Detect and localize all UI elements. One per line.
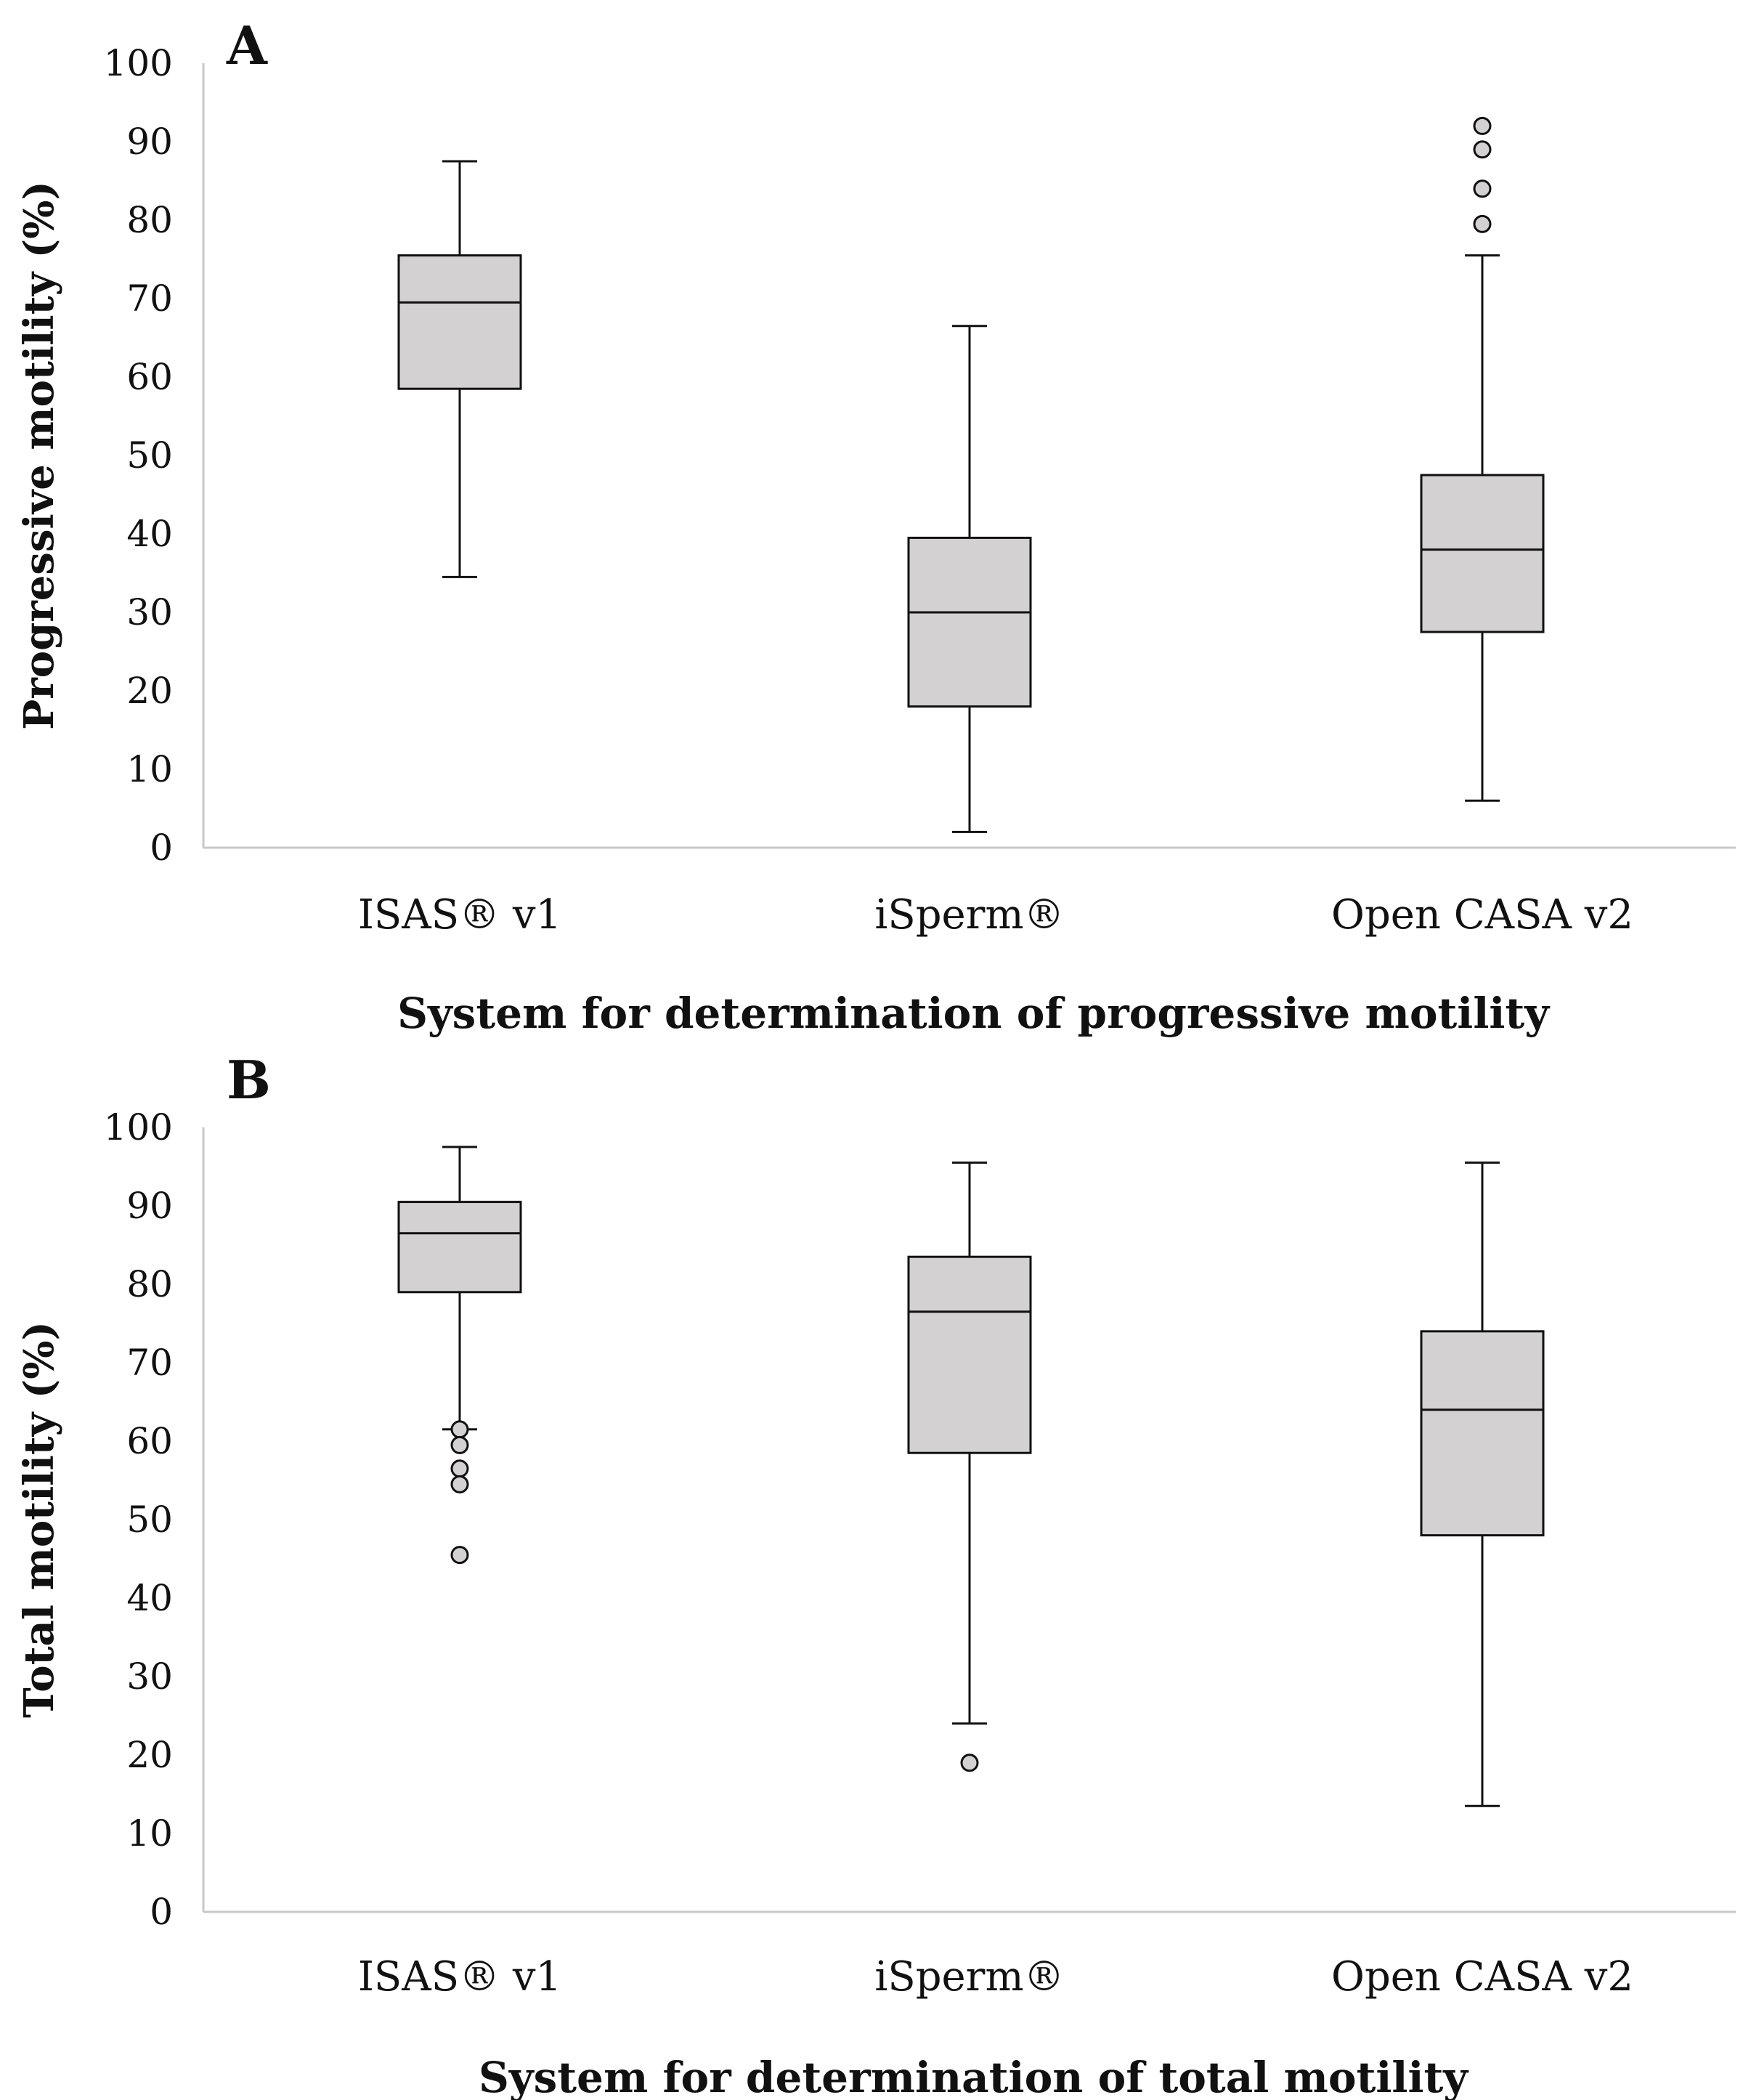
- y-tick-label: 40: [126, 513, 173, 555]
- y-tick-label: 90: [126, 121, 173, 163]
- outlier-point: [1473, 214, 1492, 233]
- y-tick-label: 70: [126, 1342, 173, 1384]
- y-tick-label: 20: [126, 1734, 173, 1776]
- x-axis-label: System for determination of total motili…: [479, 2053, 1469, 2100]
- y-tick-label: 50: [126, 1499, 173, 1541]
- y-tick-label: 100: [104, 42, 173, 84]
- box-series-1: iSperm®: [874, 1162, 1065, 2000]
- outlier-point: [450, 1546, 469, 1565]
- box-series-2: Open CASA v2: [1331, 116, 1633, 938]
- y-tick-label: 10: [126, 748, 173, 790]
- x-category-label: iSperm®: [874, 891, 1064, 938]
- outlier-point: [450, 1475, 469, 1493]
- y-tick-label: 80: [126, 199, 173, 241]
- y-axis-label: Progressive motility (%): [15, 181, 63, 730]
- outlier-point: [1473, 116, 1492, 135]
- y-tick-label: 0: [150, 827, 173, 869]
- y-tick-label: 80: [126, 1263, 173, 1305]
- y-tick-label: 90: [126, 1185, 173, 1227]
- iqr-box: [397, 1201, 522, 1294]
- box-series-1: iSperm®: [874, 325, 1065, 938]
- x-category-label: ISAS® v1: [358, 891, 561, 938]
- box-series-0: ISAS® v1: [358, 160, 561, 938]
- x-category-label: Open CASA v2: [1331, 1953, 1633, 2000]
- y-tick-label: 50: [126, 434, 173, 477]
- iqr-box: [907, 536, 1032, 708]
- outlier-point: [450, 1459, 469, 1478]
- iqr-box: [397, 254, 522, 390]
- box-series-0: ISAS® v1: [358, 1146, 561, 2000]
- outlier-point: [1473, 179, 1492, 198]
- outlier-point: [450, 1435, 469, 1454]
- y-tick-label: 20: [126, 670, 173, 712]
- y-tick-label: 40: [126, 1577, 173, 1619]
- x-category-label: ISAS® v1: [358, 1953, 561, 2000]
- y-tick-label: 10: [126, 1812, 173, 1854]
- y-tick-label: 0: [150, 1891, 173, 1933]
- panel-b-chart: 0 10 20 30 40 50 60 70 80 90 100 B Total motility (%…: [15, 1049, 1736, 2100]
- y-tick-label: 30: [126, 591, 173, 633]
- box-series-2: Open CASA v2: [1331, 1162, 1633, 2000]
- y-tick-label: 30: [126, 1655, 173, 1698]
- y-tick-label: 70: [126, 277, 173, 320]
- x-category-label: iSperm®: [874, 1953, 1064, 2000]
- panel-a-chart: 0 10 20 30 40 50 60 70 80 90 100 A Progressive motil…: [15, 15, 1736, 1038]
- y-axis-label: Total motility (%): [15, 1321, 63, 1718]
- x-axis-label: System for determination of progressive …: [397, 989, 1551, 1038]
- outlier-point: [1473, 140, 1492, 159]
- outlier-point: [450, 1420, 469, 1439]
- y-tick-label: 60: [126, 356, 173, 398]
- iqr-box: [1420, 474, 1545, 633]
- iqr-box: [1420, 1330, 1545, 1537]
- panel-label: A: [226, 15, 268, 76]
- panel-label: B: [227, 1049, 271, 1111]
- iqr-box: [907, 1255, 1032, 1454]
- x-category-label: Open CASA v2: [1331, 891, 1633, 938]
- outlier-point: [960, 1754, 979, 1772]
- y-tick-label: 60: [126, 1420, 173, 1462]
- y-tick-label: 100: [104, 1106, 173, 1148]
